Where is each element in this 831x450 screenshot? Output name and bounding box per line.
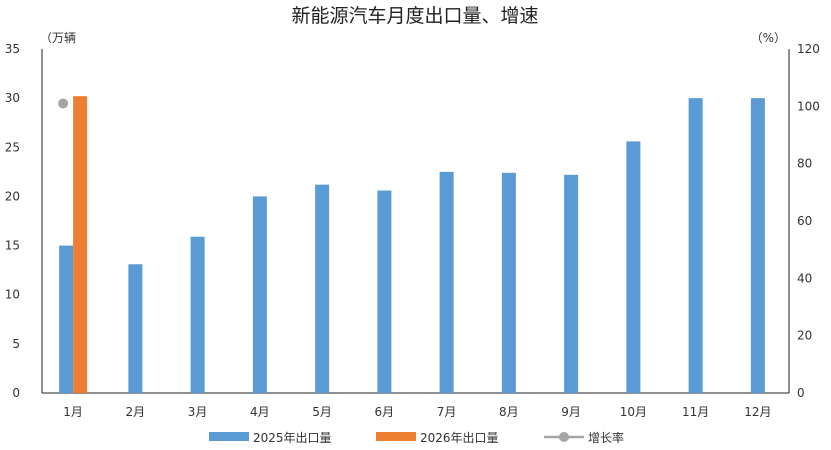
- bar-2025: [688, 98, 703, 394]
- left-tick-label: 15: [5, 239, 20, 253]
- legend-label: 增长率: [588, 430, 624, 445]
- bar-2025: [439, 171, 454, 393]
- legend-swatch: [376, 432, 416, 441]
- left-tick-label: 0: [12, 386, 20, 400]
- x-tick-label: 5月: [312, 405, 332, 419]
- x-tick-label: 4月: [250, 405, 270, 419]
- bar-2025: [252, 196, 267, 393]
- right-axis-unit: （%）: [751, 31, 786, 45]
- bars: [59, 96, 765, 394]
- left-tick-label: 5: [12, 337, 20, 351]
- x-tick-label: 2月: [126, 405, 146, 419]
- left-tick-label: 20: [5, 189, 20, 203]
- x-tick-label: 8月: [499, 405, 519, 419]
- x-tick-label: 1月: [63, 405, 83, 419]
- bar-2025: [501, 172, 516, 393]
- x-tick-label: 10月: [620, 405, 647, 419]
- growth-rate-point: [58, 98, 69, 109]
- line-points: [58, 98, 69, 109]
- bar-2025: [377, 190, 392, 393]
- axes: 0 5 10 15 20 25 30 35 0 20 40 60 80 100 120: [5, 42, 820, 400]
- x-tick-label: 9月: [561, 405, 581, 419]
- legend: 2025年出口量 2026年出口量 增长率: [209, 430, 624, 445]
- x-tick-label: 6月: [375, 405, 395, 419]
- right-tick-label: 120: [797, 42, 820, 56]
- bar-2025: [626, 141, 641, 393]
- left-tick-label: 25: [5, 140, 20, 154]
- bar-2025: [564, 174, 579, 393]
- bar-2025: [59, 245, 74, 393]
- x-tick-label: 11月: [682, 405, 709, 419]
- left-tick-label: 30: [5, 91, 20, 105]
- legend-label: 2025年出口量: [253, 431, 332, 445]
- bar-2025: [315, 184, 330, 393]
- left-axis-unit: （万辆: [40, 31, 76, 45]
- legend-swatch-marker: [559, 432, 569, 442]
- bar-2026: [73, 96, 88, 394]
- right-tick-label: 20: [797, 329, 812, 343]
- right-tick-label: 0: [797, 386, 805, 400]
- bar-2025: [750, 98, 765, 394]
- left-tick-label: 10: [5, 288, 20, 302]
- bar-2025: [190, 236, 205, 393]
- bar-2025: [128, 264, 143, 393]
- legend-swatch: [209, 432, 249, 441]
- x-tick-label: 12月: [744, 405, 771, 419]
- legend-label: 2026年出口量: [420, 431, 499, 445]
- x-tick-label: 7月: [437, 405, 457, 419]
- x-tick-label: 3月: [188, 405, 208, 419]
- left-tick-label: 35: [5, 42, 20, 56]
- x-tick-labels: 1月 2月 3月 4月 5月 6月 7月 8月 9月 10月 11月 12月: [63, 405, 771, 419]
- right-tick-label: 60: [797, 214, 812, 228]
- right-tick-label: 80: [797, 157, 812, 171]
- chart-title: 新能源汽车月度出口量、增速: [291, 5, 538, 27]
- right-tick-label: 100: [797, 99, 820, 113]
- right-tick-label: 40: [797, 271, 812, 285]
